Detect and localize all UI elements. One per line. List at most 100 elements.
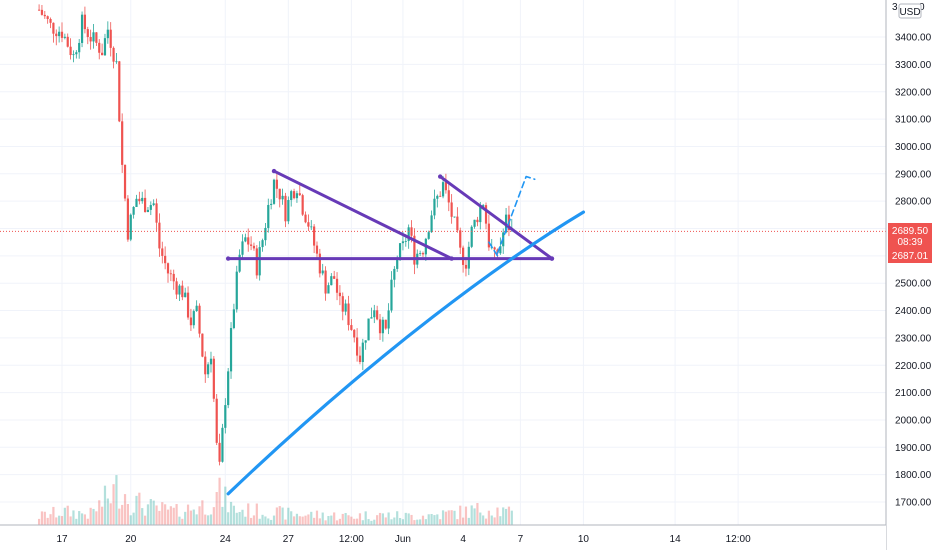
volume-bar <box>224 486 227 525</box>
price-axis[interactable]: 1700.00 1800.00 1900.00 2000.00 2100.00 2200.… <box>895 33 932 509</box>
candle-body <box>353 329 356 338</box>
volume-bar <box>292 516 296 525</box>
drawing-layer[interactable] <box>225 168 586 496</box>
volume-bar <box>355 518 359 525</box>
volume-bar <box>46 517 49 525</box>
candle-body <box>378 319 382 334</box>
candle-body <box>427 232 430 239</box>
volume-bar <box>410 514 413 525</box>
time-tick-label: 27 <box>283 534 295 545</box>
candle-body <box>441 182 445 197</box>
candle-body <box>321 270 324 274</box>
volume-bar <box>232 505 235 525</box>
candle-body <box>456 216 459 231</box>
price-tick-label: 3000.00 <box>895 142 932 153</box>
volume-bar <box>439 519 442 525</box>
candle-body <box>292 191 296 199</box>
volume-bar <box>261 514 264 525</box>
price-tick-label: 2000.00 <box>895 415 932 426</box>
volume-bar <box>229 501 233 525</box>
candle-body <box>487 223 490 248</box>
candle-body <box>404 241 407 242</box>
volume-bar <box>350 516 353 525</box>
candle-body <box>307 222 310 227</box>
candle-body <box>479 206 482 223</box>
volume-bar <box>52 506 55 525</box>
candle-body <box>264 227 267 241</box>
candle-body <box>364 340 367 343</box>
candle-body <box>103 38 107 56</box>
candle-body <box>146 209 150 212</box>
descending-trendline-1[interactable] <box>272 169 454 261</box>
candle-body <box>335 278 339 293</box>
drawing-anchor <box>225 256 231 261</box>
ascending-support-curve[interactable] <box>226 210 586 496</box>
volume-bar <box>101 506 104 525</box>
candle-body <box>436 195 439 199</box>
candle-body <box>172 273 175 282</box>
chart-grid <box>0 0 886 525</box>
candle-body <box>313 226 316 246</box>
volume-bar <box>275 507 278 525</box>
last-price-tag: 2689.50 08:39 <box>888 223 932 249</box>
currency-badge[interactable] <box>898 3 922 19</box>
volume-bar <box>155 505 158 525</box>
candle-body <box>464 264 468 269</box>
candle-body <box>232 309 235 329</box>
volume-bar <box>298 516 301 525</box>
time-axis[interactable]: 17 20 24 27 12:00 Jun 4 7 10 14 12:00 <box>56 534 751 545</box>
candle-body <box>138 198 141 202</box>
time-tick-label: 7 <box>518 534 524 545</box>
volume-bar <box>493 517 496 525</box>
candle-body <box>361 342 364 363</box>
candle-body <box>252 245 256 249</box>
volume-bar <box>447 510 450 525</box>
price-tick-label: 2500.00 <box>895 279 932 290</box>
volume-bar <box>462 517 465 525</box>
price-tick-label: 3400.00 <box>895 33 932 44</box>
candle-body <box>459 230 462 248</box>
time-tick-label: 12:00 <box>726 534 751 545</box>
volume-bar <box>407 513 410 525</box>
volume-bar <box>103 485 107 525</box>
volume-bar <box>398 517 402 525</box>
bar-countdown: 08:39 <box>897 237 922 248</box>
volume-bar <box>436 514 439 525</box>
volume-bar <box>69 516 72 525</box>
volume-bar <box>459 505 462 525</box>
volume-bar <box>126 504 129 525</box>
volume-bar <box>504 508 508 525</box>
candle-body <box>86 29 89 38</box>
candle-body <box>450 202 453 217</box>
volume-bar <box>313 517 316 525</box>
time-tick-label: 20 <box>125 534 137 545</box>
time-tick-label: 10 <box>578 534 590 545</box>
candle-body <box>101 52 104 56</box>
volume-bar <box>192 509 195 525</box>
candle-body <box>132 206 135 215</box>
candle-body <box>75 52 78 55</box>
projection-dashed-return[interactable] <box>488 241 499 257</box>
volume-bar <box>473 508 476 525</box>
volume-bar <box>37 518 41 525</box>
candle-body <box>192 311 195 326</box>
volume-bar <box>227 512 230 525</box>
time-tick-label: Jun <box>395 534 411 545</box>
candle-body <box>310 226 313 228</box>
candle-body <box>447 190 450 203</box>
candle-body <box>215 398 218 443</box>
candle-body <box>419 253 422 254</box>
volume-bar <box>264 516 267 525</box>
candle-body <box>407 227 410 242</box>
volume-bar <box>384 517 387 525</box>
projection-dashed[interactable] <box>496 175 536 254</box>
candle-body <box>249 244 253 246</box>
volume-bar <box>358 513 362 525</box>
volume-bar <box>158 510 161 525</box>
candle-body <box>304 214 307 223</box>
candle-body <box>227 371 230 406</box>
candle-body <box>198 305 201 334</box>
volume-bar <box>172 507 175 525</box>
volume-bar <box>184 511 187 525</box>
